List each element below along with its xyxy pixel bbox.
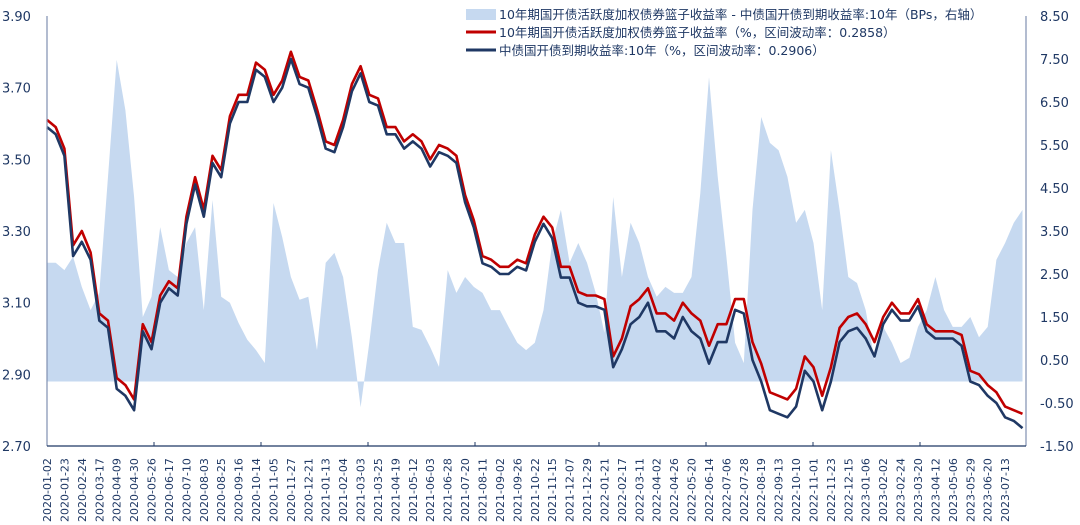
x-axis-date-label: 2020-02-24	[76, 458, 89, 522]
x-axis-date-label: 2022-07-28	[738, 458, 751, 522]
x-axis-date-label: 2022-11-01	[807, 458, 820, 522]
x-axis-date-label: 2023-07-13	[999, 458, 1012, 522]
x-axis-date-label: 2021-03-03	[355, 458, 368, 522]
x-axis-date-label: 2021-07-20	[459, 458, 472, 522]
x-axis-date-label: 2020-11-27	[285, 458, 298, 522]
right-axis-tick-label: -0.50	[1040, 397, 1074, 412]
right-axis-tick-label: 6.50	[1040, 96, 1069, 111]
right-axis-tick-label: 4.50	[1040, 182, 1069, 197]
x-axis-date-label: 2020-09-16	[233, 458, 246, 522]
legend-label-spread: 10年期国开债活跃度加权债券篮子收益率 - 中债国开债到期收益率:10年（BPs…	[499, 7, 982, 22]
x-axis-date-label: 2021-09-02	[494, 458, 507, 522]
x-axis-date-label: 2020-03-17	[93, 458, 106, 522]
x-axis-date-label: 2022-09-13	[773, 458, 786, 522]
left-axis-tick-label: 3.50	[2, 153, 31, 168]
x-axis-date-label: 2023-04-12	[929, 458, 942, 522]
x-axis-date-label: 2021-09-26	[511, 458, 524, 522]
right-axis-tick-label: 0.50	[1040, 354, 1069, 369]
x-axis-date-label: 2022-01-21	[598, 458, 611, 522]
legend-label-basket: 10年期国开债活跃度加权债券篮子收益率（%，区间波动率：0.2858）	[499, 25, 896, 40]
right-axis-tick-label: 1.50	[1040, 311, 1069, 326]
left-axis-tick-label: 3.70	[2, 82, 31, 97]
x-axis-date-label: 2023-02-02	[877, 458, 890, 522]
x-axis-date-label: 2020-12-21	[302, 458, 315, 522]
x-axis-date-label: 2023-05-06	[947, 458, 960, 522]
x-axis-date-label: 2020-01-23	[58, 458, 71, 522]
x-axis-date-label: 2020-04-09	[111, 458, 124, 522]
x-axis-date-label: 2022-12-15	[842, 458, 855, 522]
x-axis-date-label: 2021-03-25	[372, 458, 385, 522]
x-axis-date-label: 2022-03-11	[633, 458, 646, 522]
x-axis-date-label: 2021-06-28	[442, 458, 455, 522]
left-axis-tick-label: 3.10	[2, 297, 31, 312]
x-axis-date-label: 2023-03-20	[912, 458, 925, 522]
spread-area-layer	[47, 59, 1023, 408]
x-axis-date-label: 2021-12-07	[564, 458, 577, 522]
x-axis-date-label: 2022-10-10	[790, 458, 803, 522]
x-axis-date-label: 2023-06-20	[982, 458, 995, 522]
x-axis-date-label: 2020-07-10	[180, 458, 193, 522]
x-axis-date-label: 2020-01-02	[41, 458, 54, 522]
legend-swatch-spread	[466, 9, 496, 20]
x-axis-date-label: 2021-04-19	[389, 458, 402, 522]
x-axis-date-label: 2022-07-06	[720, 458, 733, 522]
right-axis-tick-label: 2.50	[1040, 268, 1069, 283]
x-axis-date-label: 2021-12-29	[581, 458, 594, 522]
cdb-10y-yield-line	[46, 57, 1024, 430]
yield-lines-layer	[46, 50, 1024, 430]
right-axis-tick-label: 8.50	[1040, 10, 1069, 25]
spread-area	[47, 59, 1023, 408]
x-axis-date-label: 2021-01-13	[320, 458, 333, 522]
right-axis-tick-label: 3.50	[1040, 225, 1069, 240]
right-axis-tick-label: 7.50	[1040, 53, 1069, 68]
x-axis-date-label: 2020-04-30	[128, 458, 141, 522]
x-axis-date-label: 2020-10-14	[250, 458, 263, 522]
x-axis-date-label: 2021-08-11	[477, 458, 490, 522]
legend: 10年期国开债活跃度加权债券篮子收益率 - 中债国开债到期收益率:10年（BPs…	[466, 7, 982, 58]
x-axis-date-label: 2022-11-23	[825, 458, 838, 522]
x-axis-date-label: 2023-05-29	[964, 458, 977, 522]
x-axis-date-label: 2020-05-26	[146, 458, 159, 522]
legend-label-cdb: 中债国开债到期收益率:10年（%，区间波动率：0.2906）	[499, 43, 825, 58]
x-axis-date-label: 2022-06-14	[703, 458, 716, 522]
axes: 3.90 3.70 3.50 3.30 3.10 2.90 2.70 8.50 7.50 6.50…	[2, 10, 1074, 522]
x-axis-date-label: 2020-11-05	[267, 458, 280, 522]
x-axis-date-label: 2023-02-24	[895, 458, 908, 522]
x-axis-date-label: 2020-08-25	[215, 458, 228, 522]
x-axis-date-label: 2020-08-03	[198, 458, 211, 522]
x-axis-date-label: 2022-08-19	[755, 458, 768, 522]
x-axis-date-label: 2021-05-12	[407, 458, 420, 522]
x-axis-date-label: 2021-10-22	[529, 458, 542, 522]
x-axis-date-label: 2021-06-03	[424, 458, 437, 522]
left-axis-tick-label: 3.30	[2, 225, 31, 240]
x-axis-date-label: 2022-04-26	[668, 458, 681, 522]
x-axis-date-label: 2021-11-15	[546, 458, 559, 522]
x-axis-date-label: 2023-01-06	[860, 458, 873, 522]
x-axis-date-label: 2022-04-02	[651, 458, 664, 522]
right-axis-tick-label: -1.50	[1040, 440, 1074, 455]
x-axis-date-label: 2021-02-04	[337, 458, 350, 522]
x-axis-date-label: 2022-02-17	[616, 458, 629, 522]
left-axis-tick-label: 2.90	[2, 368, 31, 383]
left-axis-tick-label: 3.90	[2, 10, 31, 25]
x-axis-date-label: 2020-06-17	[163, 458, 176, 522]
right-axis-tick-label: 5.50	[1040, 139, 1069, 154]
x-axis-date-label: 2022-05-20	[686, 458, 699, 522]
left-axis-tick-label: 2.70	[2, 440, 31, 455]
